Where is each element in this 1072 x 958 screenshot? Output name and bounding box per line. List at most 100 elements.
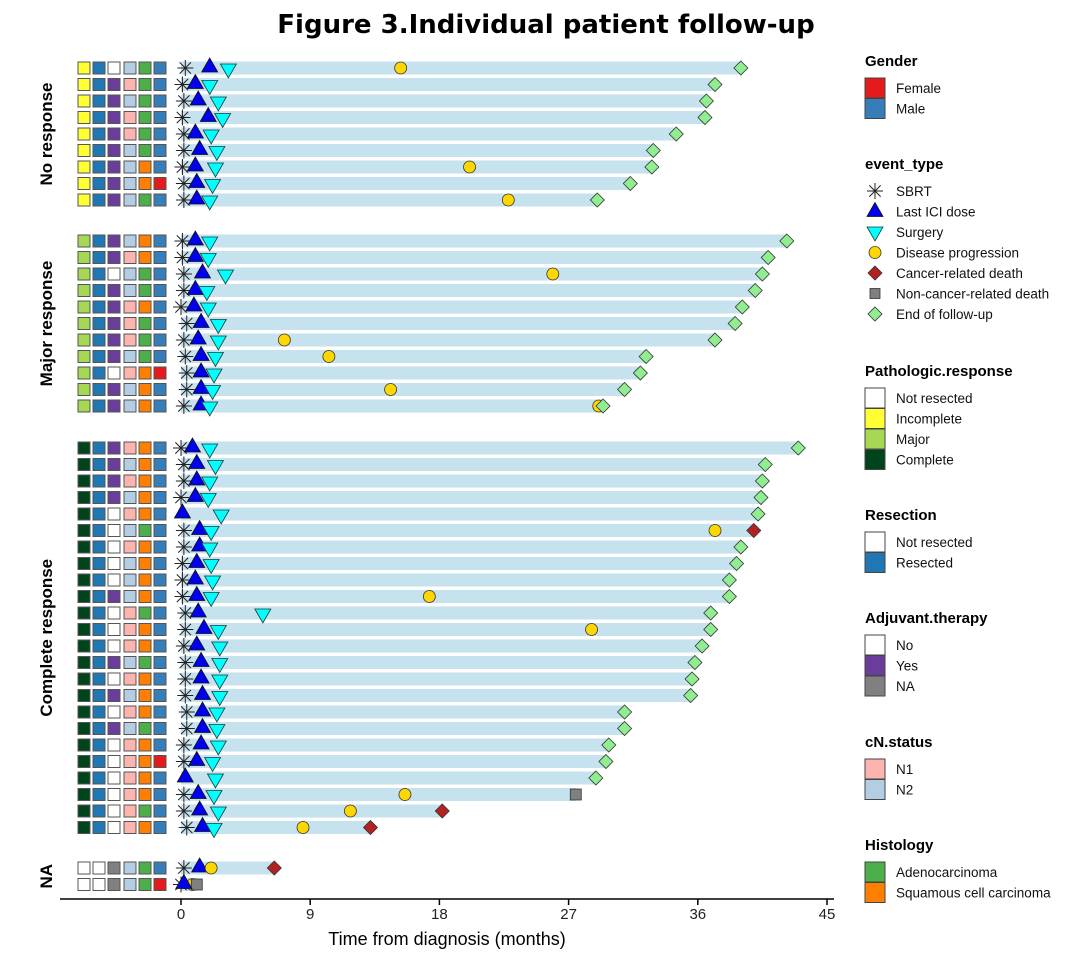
- annotation-square-path: [77, 639, 91, 653]
- annotation-square-cn: [123, 61, 137, 75]
- annotation-square-res: [92, 350, 106, 363]
- last-ici-dose-marker: [188, 189, 206, 205]
- disease-progression-marker: [585, 623, 598, 636]
- sbrt-stroke: [176, 557, 189, 570]
- surgery-marker: [205, 823, 223, 839]
- legend-cn-status: cN.status N1 N2: [864, 734, 933, 800]
- annotation-square-cn: [123, 573, 137, 587]
- x-tick-label: 45: [819, 906, 836, 923]
- sbrt-stroke: [177, 193, 190, 207]
- last-ici-dose-marker: [193, 684, 212, 700]
- disease-progression-marker: [343, 804, 357, 818]
- surgery-marker: [202, 592, 220, 608]
- follow-up-bar: [181, 441, 799, 455]
- follow-up-bar: [181, 771, 596, 785]
- legend-label: End of follow-up: [896, 307, 993, 322]
- annotation-square-hist: [138, 383, 152, 396]
- last-ici-dose-marker: [192, 312, 210, 328]
- last-ici-dose-marker: [173, 503, 192, 519]
- surgery-marker: [254, 608, 272, 624]
- bars-layer: [181, 61, 799, 891]
- annotation-square-adj: [107, 755, 121, 768]
- annotation-square-path: [77, 144, 91, 157]
- sbrt-marker: [175, 142, 192, 159]
- sbrt-marker: [177, 605, 194, 621]
- annotation-square-hist: [138, 804, 152, 818]
- follow-up-bar: [181, 788, 576, 801]
- legend-label: NA: [896, 679, 915, 694]
- annotation-square-sex: [153, 350, 167, 363]
- surgery-marker: [201, 236, 219, 252]
- sbrt-marker: [174, 109, 191, 126]
- end-of-follow-up-marker: [617, 704, 633, 720]
- sbrt-stroke: [177, 540, 190, 554]
- legend-swatch: [864, 387, 886, 409]
- annotation-square-sex: [153, 458, 167, 471]
- legend-label: No: [896, 638, 913, 653]
- follow-up-bar: [181, 722, 625, 735]
- end-of-follow-up-marker: [638, 348, 654, 365]
- sbrt-stroke: [176, 78, 189, 91]
- annotation-square-hist: [138, 234, 152, 248]
- sbrt-marker: [175, 456, 192, 473]
- last-ici-dose-marker: [193, 263, 212, 279]
- end-of-follow-up-marker: [707, 332, 723, 348]
- legend-square-icon: [869, 288, 881, 299]
- annotation-square-res: [92, 300, 106, 314]
- sbrt-stroke: [179, 623, 192, 636]
- end-of-follow-up-marker: [727, 315, 743, 332]
- annotation-square-path: [77, 722, 91, 735]
- disease-progression-marker: [398, 788, 412, 801]
- surgery-marker: [199, 493, 217, 509]
- annotation-square-res: [92, 383, 106, 396]
- annotation-square-path: [77, 61, 91, 75]
- sbrt-stroke: [177, 639, 190, 653]
- end-of-follow-up-marker: [698, 93, 714, 109]
- annotation-square-sex: [153, 656, 167, 669]
- follow-up-bar: [181, 78, 716, 91]
- annotation-square-sex: [153, 441, 167, 455]
- annotation-square-res: [92, 788, 106, 801]
- annotation-square-adj: [107, 94, 121, 108]
- legend-label: Complete: [896, 453, 954, 468]
- follow-up-bar: [181, 557, 737, 570]
- annotation-square-path: [77, 788, 91, 801]
- end-of-follow-up-marker: [645, 142, 661, 159]
- annotation-square-sex: [153, 804, 167, 818]
- annotation-square-sex: [153, 861, 167, 875]
- sbrt-stroke: [177, 94, 190, 108]
- cancer-death-marker: [434, 803, 450, 819]
- sbrt-marker: [175, 786, 192, 803]
- end-of-follow-up-marker: [733, 539, 749, 555]
- annotation-square-sex: [153, 755, 167, 768]
- sbrt-stroke: [176, 160, 189, 174]
- annotation-square-hist: [138, 251, 152, 264]
- annotation-square-adj: [107, 366, 121, 380]
- annotation-square-res: [92, 540, 106, 554]
- follow-up-bar: [181, 474, 763, 488]
- annotation-square-path: [77, 193, 91, 207]
- annotation-square-adj: [107, 771, 121, 785]
- surgery-marker: [208, 707, 226, 723]
- annotation-square-adj: [107, 623, 121, 636]
- annotation-square-adj: [107, 672, 121, 686]
- annotation-square-res: [92, 366, 106, 380]
- end-of-follow-up-marker: [601, 737, 617, 753]
- sbrt-stroke: [177, 474, 190, 488]
- follow-up-bar: [181, 804, 443, 818]
- legend-resection: Resection Not resected Resected: [864, 507, 973, 573]
- follow-up-bar: [181, 267, 763, 281]
- annotation-square-sex: [153, 111, 167, 124]
- legend-gender: Gender Female Male: [864, 53, 941, 119]
- annotation-square-path: [77, 573, 91, 587]
- disease-progression-marker: [708, 524, 722, 537]
- annotation-square-res: [92, 333, 106, 347]
- sbrt-stroke: [177, 177, 190, 190]
- follow-up-bar: [181, 507, 759, 521]
- annotation-square-path: [77, 623, 91, 636]
- sbrt-stroke: [180, 317, 193, 330]
- annotation-square-cn: [123, 623, 137, 636]
- annotation-square-res: [92, 507, 106, 521]
- annotation-square-res: [92, 623, 106, 636]
- sbrt-stroke: [177, 458, 190, 471]
